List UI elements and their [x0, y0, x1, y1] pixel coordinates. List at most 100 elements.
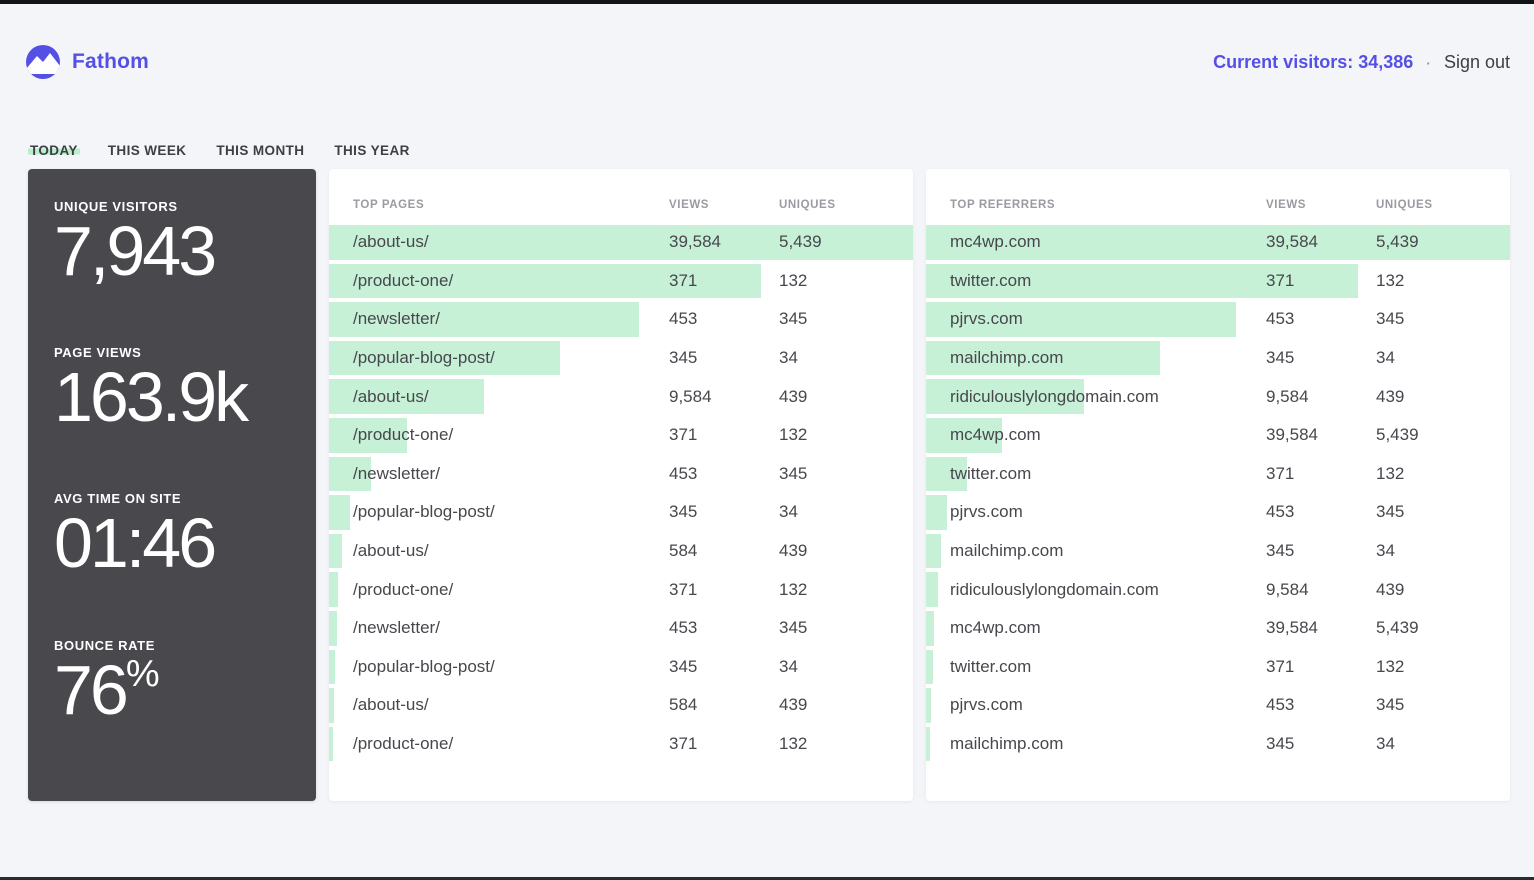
row-label: twitter.com — [950, 270, 1032, 290]
row-value-bar — [329, 456, 372, 492]
row-views: 453 — [669, 309, 698, 329]
column-header-uniques: UNIQUES — [1376, 199, 1433, 211]
row-value-bar — [926, 649, 933, 685]
table-row: /product-one/ 371 132 — [329, 416, 913, 455]
row-views: 371 — [669, 270, 698, 290]
stat-bounce-rate: BOUNCE RATE 76% — [54, 638, 290, 727]
row-value-bar — [926, 456, 967, 492]
row-label: mailchimp.com — [950, 348, 1064, 368]
header-right: Current visitors: 34,386 · Sign out — [1213, 52, 1510, 73]
column-header-views: VIEWS — [1266, 199, 1307, 211]
table-row: /newsletter/ 453 345 — [329, 609, 913, 648]
top-pages-card: TOP PAGES VIEWS UNIQUES /about-us/ 39,58… — [329, 169, 913, 801]
table-row: mailchimp.com 345 34 — [926, 339, 1510, 378]
stat-value: 163.9k — [54, 358, 249, 437]
row-label: mailchimp.com — [950, 541, 1064, 561]
row-value-bar — [329, 649, 336, 685]
row-uniques: 132 — [1376, 656, 1405, 676]
row-label: /about-us/ — [353, 695, 429, 715]
row-label: mc4wp.com — [950, 618, 1041, 638]
row-value-bar — [329, 225, 913, 260]
table-row: ridiculouslylongdomain.com 9,584 439 — [926, 377, 1510, 416]
row-views: 371 — [1266, 463, 1295, 483]
top-referrers-rows: mc4wp.com 39,584 5,439 twitter.com 371 1… — [926, 223, 1510, 763]
table-row: mailchimp.com 345 34 — [926, 725, 1510, 764]
row-uniques: 5,439 — [1376, 618, 1419, 638]
top-referrers-card: TOP REFERRERS VIEWS UNIQUES mc4wp.com 39… — [926, 169, 1510, 801]
row-value-bar — [329, 417, 408, 453]
row-views: 453 — [1266, 502, 1295, 522]
row-label: /product-one/ — [353, 425, 454, 445]
row-label: ridiculouslylongdomain.com — [950, 386, 1159, 406]
row-views: 345 — [669, 656, 698, 676]
row-value-bar — [329, 302, 639, 337]
row-uniques: 439 — [779, 386, 808, 406]
tab-this-year[interactable]: THIS YEAR — [334, 143, 410, 158]
table-row: ridiculouslylongdomain.com 9,584 439 — [926, 570, 1510, 609]
column-header-top-referrers: TOP REFERRERS — [950, 199, 1056, 211]
row-uniques: 34 — [779, 502, 798, 522]
row-uniques: 439 — [779, 695, 808, 715]
row-label: mc4wp.com — [950, 232, 1041, 252]
table-row: /newsletter/ 453 345 — [329, 455, 913, 494]
table-row: /about-us/ 9,584 439 — [329, 377, 913, 416]
column-header-top-pages: TOP PAGES — [353, 199, 425, 211]
stat-label: PAGE VIEWS — [54, 345, 142, 361]
table-row: /newsletter/ 453 345 — [329, 300, 913, 339]
tab-today[interactable]: TODAY — [28, 142, 80, 159]
row-value-bar — [329, 340, 560, 376]
row-value-bar — [926, 572, 938, 607]
column-header-uniques: UNIQUES — [779, 199, 836, 211]
row-value-bar — [926, 417, 1002, 453]
row-value-bar — [329, 379, 484, 414]
row-label: /popular-blog-post/ — [353, 502, 495, 522]
row-views: 453 — [1266, 695, 1295, 715]
table-row: twitter.com 371 132 — [926, 648, 1510, 687]
date-range-tabs: TODAY THIS WEEK THIS MONTH THIS YEAR — [28, 142, 1534, 159]
row-value-bar — [329, 533, 343, 569]
row-views: 453 — [669, 618, 698, 638]
row-views: 9,584 — [669, 386, 712, 406]
stat-label: BOUNCE RATE — [54, 637, 155, 653]
table-row: /popular-blog-post/ 345 34 — [329, 648, 913, 687]
table-row: twitter.com 371 132 — [926, 262, 1510, 301]
separator-dot: · — [1426, 54, 1431, 71]
table-row: /about-us/ 584 439 — [329, 686, 913, 725]
stats-summary-card: UNIQUE VISITORS 7,943 PAGE VIEWS 163.9k … — [28, 169, 316, 801]
brand-name: Fathom — [72, 50, 150, 73]
table-row: mc4wp.com 39,584 5,439 — [926, 609, 1510, 648]
header: Fathom Current visitors: 34,386 · Sign o… — [0, 0, 1534, 80]
row-label: /about-us/ — [353, 386, 429, 406]
row-value-bar — [926, 379, 1084, 414]
stat-page-views: PAGE VIEWS 163.9k — [54, 345, 290, 434]
stat-avg-time-on-site: AVG TIME ON SITE 01:46 — [54, 491, 290, 580]
tab-this-week[interactable]: THIS WEEK — [107, 143, 187, 158]
row-label: twitter.com — [950, 463, 1032, 483]
row-views: 345 — [1266, 734, 1295, 754]
row-label: pjrvs.com — [950, 309, 1023, 329]
stat-label: UNIQUE VISITORS — [54, 199, 178, 214]
row-label: /about-us/ — [353, 541, 429, 561]
row-uniques: 132 — [779, 270, 808, 290]
table-row: /product-one/ 371 132 — [329, 725, 913, 764]
tab-this-month[interactable]: THIS MONTH — [216, 143, 305, 158]
row-views: 39,584 — [1266, 618, 1318, 638]
row-value-bar — [329, 726, 333, 762]
row-value-bar — [926, 688, 932, 723]
row-uniques: 132 — [779, 425, 808, 445]
row-label: /product-one/ — [353, 579, 454, 599]
row-uniques: 439 — [1376, 386, 1405, 406]
row-label: /product-one/ — [353, 270, 454, 290]
brand[interactable]: Fathom — [25, 44, 149, 80]
row-views: 39,584 — [1266, 425, 1318, 445]
row-uniques: 132 — [779, 734, 808, 754]
sign-out-link[interactable]: Sign out — [1443, 51, 1510, 72]
row-views: 39,584 — [1266, 232, 1318, 252]
stat-unique-visitors: UNIQUE VISITORS 7,943 — [54, 199, 290, 288]
stat-value: 01:46 — [54, 504, 217, 583]
row-uniques: 5,439 — [1376, 425, 1419, 445]
row-uniques: 345 — [1376, 502, 1405, 522]
row-views: 39,584 — [669, 232, 721, 252]
row-views: 371 — [669, 425, 698, 445]
row-value-bar — [926, 533, 942, 569]
